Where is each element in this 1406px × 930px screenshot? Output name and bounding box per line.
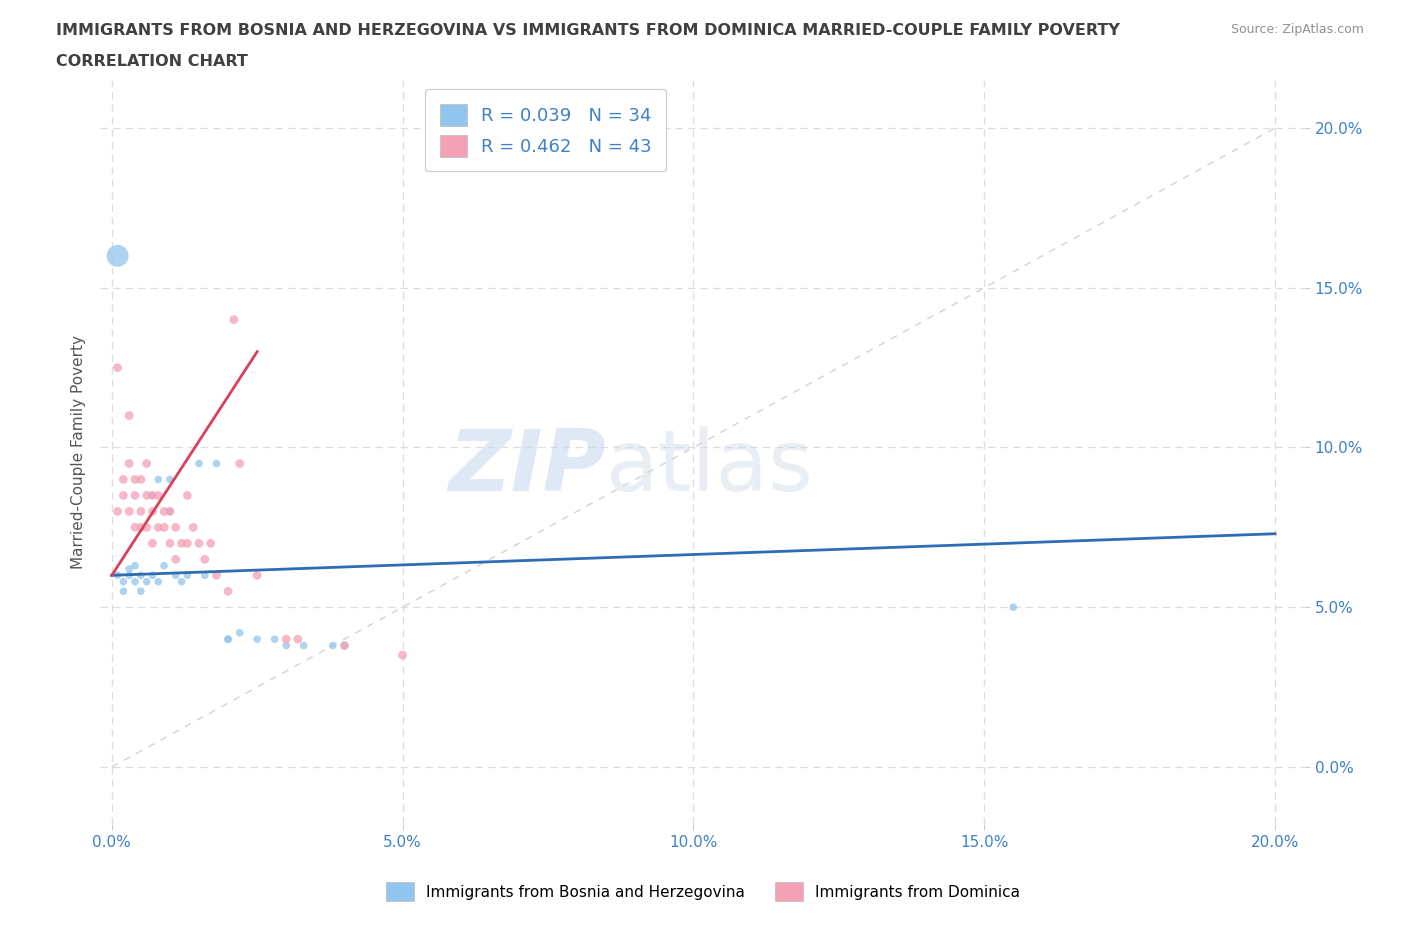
Point <box>263 631 285 646</box>
Point <box>124 488 146 503</box>
Point <box>129 504 152 519</box>
Point <box>124 520 146 535</box>
Point <box>205 568 228 583</box>
Legend: Immigrants from Bosnia and Herzegovina, Immigrants from Dominica: Immigrants from Bosnia and Herzegovina, … <box>374 870 1032 913</box>
Point <box>124 558 146 573</box>
Point <box>228 456 250 471</box>
Point <box>205 456 228 471</box>
Point <box>228 625 250 640</box>
Y-axis label: Married-Couple Family Poverty: Married-Couple Family Poverty <box>72 336 86 569</box>
Point <box>217 631 239 646</box>
Point <box>112 584 135 599</box>
Point <box>246 568 269 583</box>
Point <box>194 551 217 566</box>
Point <box>153 520 176 535</box>
Point <box>159 504 181 519</box>
Point <box>246 631 269 646</box>
Point <box>141 488 163 503</box>
Point <box>107 568 129 583</box>
Point <box>112 472 135 487</box>
Point <box>159 472 181 487</box>
Point <box>118 408 141 423</box>
Point <box>148 472 170 487</box>
Point <box>112 574 135 589</box>
Point <box>129 568 152 583</box>
Point <box>141 488 163 503</box>
Point <box>141 504 163 519</box>
Point <box>217 584 239 599</box>
Text: ZIP: ZIP <box>449 426 606 509</box>
Point <box>165 520 187 535</box>
Point <box>200 536 222 551</box>
Point <box>135 520 157 535</box>
Point <box>165 551 187 566</box>
Point <box>176 488 198 503</box>
Point <box>124 574 146 589</box>
Point <box>159 536 181 551</box>
Point <box>322 638 344 653</box>
Point <box>217 631 239 646</box>
Point <box>107 360 129 375</box>
Point <box>333 638 356 653</box>
Point <box>292 638 315 653</box>
Point <box>124 472 146 487</box>
Point <box>118 504 141 519</box>
Point <box>148 574 170 589</box>
Point <box>148 488 170 503</box>
Point <box>118 562 141 577</box>
Point <box>135 488 157 503</box>
Point <box>141 536 163 551</box>
Text: CORRELATION CHART: CORRELATION CHART <box>56 54 247 69</box>
Point <box>148 520 170 535</box>
Point <box>165 568 187 583</box>
Point <box>159 504 181 519</box>
Point <box>276 631 298 646</box>
Point <box>222 312 245 327</box>
Point <box>153 504 176 519</box>
Text: Source: ZipAtlas.com: Source: ZipAtlas.com <box>1230 23 1364 36</box>
Point <box>153 558 176 573</box>
Point <box>112 488 135 503</box>
Point <box>188 456 211 471</box>
Point <box>107 248 129 263</box>
Point <box>176 568 198 583</box>
Point <box>141 568 163 583</box>
Text: IMMIGRANTS FROM BOSNIA AND HERZEGOVINA VS IMMIGRANTS FROM DOMINICA MARRIED-COUPL: IMMIGRANTS FROM BOSNIA AND HERZEGOVINA V… <box>56 23 1121 38</box>
Point <box>333 638 356 653</box>
Text: atlas: atlas <box>606 426 814 509</box>
Point <box>135 456 157 471</box>
Point <box>188 536 211 551</box>
Point <box>170 536 193 551</box>
Point <box>1002 600 1025 615</box>
Point <box>118 568 141 583</box>
Point <box>170 574 193 589</box>
Point <box>391 647 413 662</box>
Legend: R = 0.039   N = 34, R = 0.462   N = 43: R = 0.039 N = 34, R = 0.462 N = 43 <box>425 89 666 171</box>
Point <box>287 631 309 646</box>
Point <box>135 574 157 589</box>
Point <box>276 638 298 653</box>
Point <box>107 504 129 519</box>
Point <box>194 568 217 583</box>
Point <box>181 520 204 535</box>
Point <box>129 584 152 599</box>
Point <box>176 536 198 551</box>
Point <box>118 456 141 471</box>
Point <box>129 472 152 487</box>
Point <box>129 520 152 535</box>
